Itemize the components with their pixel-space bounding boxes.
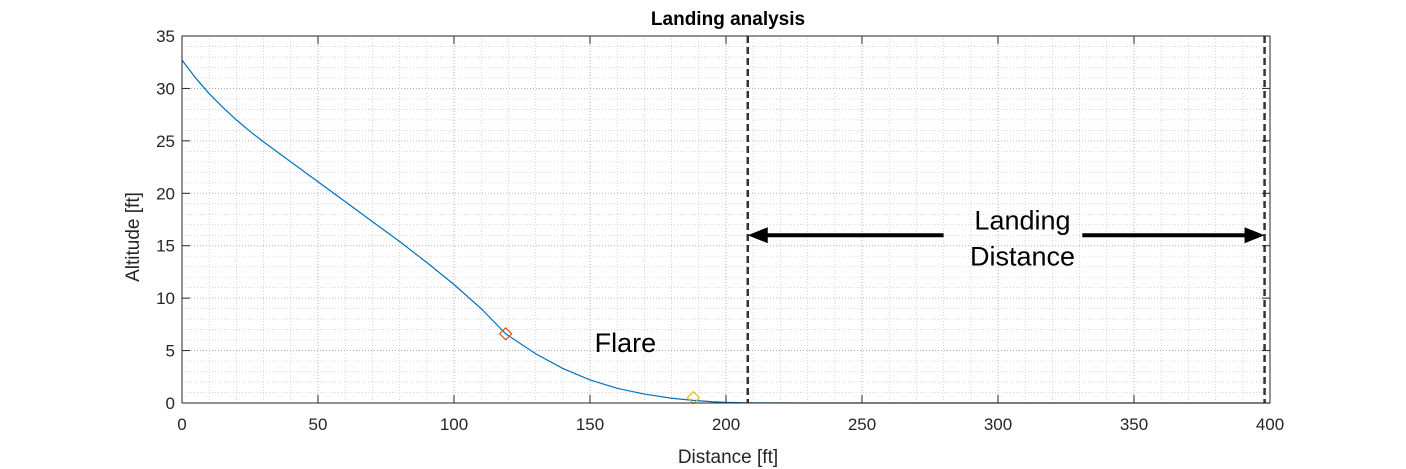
x-tick-label: 350 (1120, 415, 1148, 434)
x-axis-label: Distance [ft] (678, 447, 778, 468)
annotations: Flare Landing Distance (595, 205, 1075, 358)
annotation-landing-distance: Landing Distance (970, 205, 1075, 271)
y-tick-label: 5 (166, 342, 175, 361)
y-tick-label: 20 (156, 184, 175, 203)
chart-title: Landing analysis (651, 9, 805, 30)
x-tick-label: 200 (712, 415, 740, 434)
x-tick-label: 150 (576, 415, 604, 434)
markers (498, 326, 701, 405)
diamond-marker (498, 326, 513, 341)
x-tick-label: 400 (1256, 415, 1284, 434)
diamond-marker (686, 390, 701, 405)
x-tick-label: 250 (848, 415, 876, 434)
annotation-line: Distance (970, 241, 1075, 271)
y-tick-label: 35 (156, 27, 175, 46)
arrowhead-right (1244, 227, 1265, 244)
y-tick-label: 15 (156, 237, 175, 256)
annotation-line: Landing (974, 205, 1070, 235)
x-tick-label: 50 (309, 415, 328, 434)
arrowhead-left (747, 227, 768, 244)
y-tick-label: 30 (156, 79, 175, 98)
x-tick-label: 300 (984, 415, 1012, 434)
x-tick-label: 0 (177, 415, 186, 434)
landing-distance-arrow (747, 227, 1265, 244)
y-tick-label: 25 (156, 132, 175, 151)
annotation-flare: Flare (595, 328, 657, 358)
y-tick-label: 0 (166, 394, 175, 413)
y-axis-label: Altitude [ft] (123, 192, 144, 282)
axis-ticks: 0 50 100 150 200 250 300 350 400 0 5 10 15 20 25 30 35 (156, 27, 1284, 434)
x-tick-label: 100 (440, 415, 468, 434)
y-tick-label: 10 (156, 289, 175, 308)
vertical-lines (746, 36, 1266, 403)
